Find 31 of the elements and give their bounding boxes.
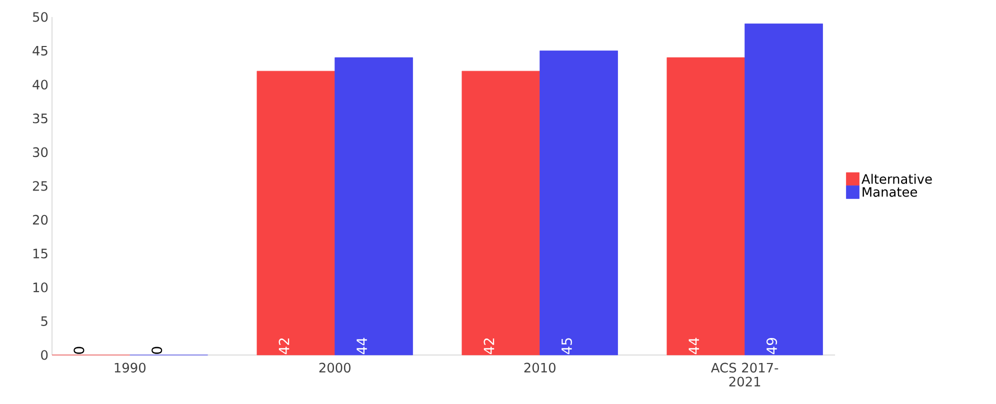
y-tick-label: 30 xyxy=(32,147,48,158)
bar xyxy=(666,57,746,356)
y-tick-label: 5 xyxy=(41,316,48,326)
legend-label: Alternative xyxy=(862,174,932,184)
y-tick-label: 25 xyxy=(32,181,48,191)
data-label: 49 xyxy=(766,338,778,354)
y-tick-label: 40 xyxy=(32,80,48,90)
y-tick-label: 50 xyxy=(33,12,48,22)
data-label: 0 xyxy=(152,346,162,354)
y-tick-label: 0 xyxy=(41,350,48,360)
data-label: 42 xyxy=(278,338,290,354)
data-label: 0 xyxy=(74,346,84,354)
bar xyxy=(540,50,618,356)
legend-label: Manatee xyxy=(862,187,918,197)
x-tick-label: 1990 xyxy=(114,362,146,373)
x-tick-label: 2000 xyxy=(319,362,350,373)
y-tick-label: 45 xyxy=(32,46,48,56)
y-tick-label: 20 xyxy=(32,214,48,225)
data-label: 45 xyxy=(562,338,572,354)
data-label: 44 xyxy=(688,338,699,354)
bar xyxy=(256,70,336,356)
y-tick-label: 10 xyxy=(33,282,48,292)
bar xyxy=(462,70,540,356)
y-tick-label: 35 xyxy=(32,114,48,124)
y-tick-label: 15 xyxy=(33,248,48,258)
x-tick-label: ACS 2017-2021 xyxy=(711,362,778,387)
data-label: 44 xyxy=(356,338,367,354)
bar xyxy=(334,57,413,356)
bar xyxy=(744,24,823,356)
x-tick-label: 2010 xyxy=(524,362,556,373)
data-label: 42 xyxy=(484,338,494,354)
